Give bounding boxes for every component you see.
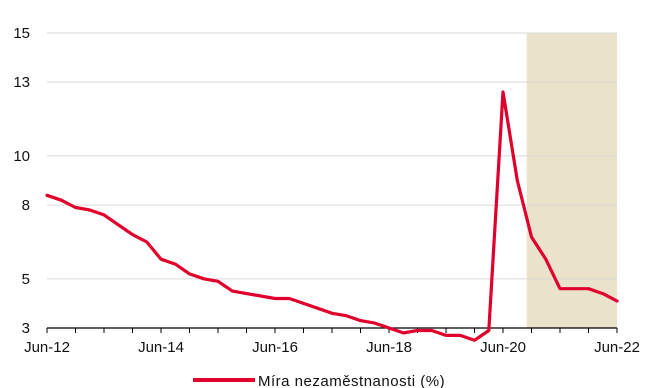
y-tick-label: 10 <box>13 148 30 165</box>
x-tick-label: Jun-22 <box>594 339 640 356</box>
x-tick-label: Jun-16 <box>252 339 298 356</box>
legend: Míra nezaměstnanosti (%) <box>193 373 445 388</box>
y-tick-label: 3 <box>22 320 30 337</box>
x-tick-label: Jun-14 <box>138 339 184 356</box>
x-tick-label: Jun-20 <box>480 339 526 356</box>
legend-label: Míra nezaměstnanosti (%) <box>258 373 445 388</box>
y-tick-label: 15 <box>13 25 30 42</box>
shaded-forecast-region <box>526 33 617 328</box>
y-tick-label: 8 <box>22 197 30 214</box>
series-line <box>45 90 619 342</box>
x-tick-label: Jun-18 <box>366 339 412 356</box>
y-axis: 3 5 8 10 13 15 <box>13 25 30 337</box>
y-tick-label: 13 <box>13 74 30 91</box>
x-tick-label: Jun-12 <box>24 339 70 356</box>
y-tick-label: 5 <box>22 271 30 288</box>
series-group <box>45 90 619 342</box>
x-axis: Jun-12 Jun-14 Jun-16 Jun-18 Jun-20 Jun-22 <box>24 327 640 356</box>
